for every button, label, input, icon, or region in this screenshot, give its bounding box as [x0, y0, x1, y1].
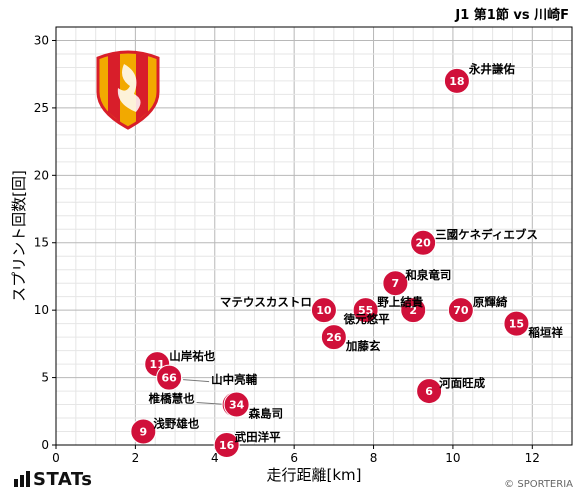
point-label: 和泉竜司 [405, 268, 451, 282]
data-point: 18 [443, 67, 470, 94]
point-number: 16 [219, 439, 235, 452]
point-label: 加藤玄 [345, 339, 381, 353]
y-tick-label: 20 [34, 168, 49, 182]
club-crest-icon [96, 50, 160, 130]
data-point: 6 [416, 378, 443, 405]
point-number: 2 [409, 304, 417, 317]
x-tick-label: 2 [132, 451, 140, 465]
data-point: 9 [130, 418, 157, 445]
point-number: 34 [229, 399, 245, 412]
data-point: 20 [410, 229, 437, 256]
y-axis-ticks: 0 5 10 15 20 25 30 [34, 33, 56, 452]
stats-logo: STATs [14, 469, 92, 490]
x-axis-ticks: 0 2 4 6 8 10 12 [52, 445, 540, 465]
point-marker [416, 378, 443, 405]
y-tick-label: 30 [34, 33, 49, 47]
data-point: 26 [320, 324, 347, 351]
data-point: 70 [447, 297, 474, 324]
point-number: 10 [316, 304, 332, 317]
point-marker [352, 297, 379, 324]
data-point: 16 [213, 432, 240, 458]
point-number: 7 [392, 277, 400, 290]
point-number: 6 [425, 385, 433, 398]
y-tick-label: 0 [41, 438, 49, 452]
label-leader-lines [183, 379, 227, 406]
data-point: 66 [156, 364, 183, 391]
data-points: 182071055270152611666334916 [130, 67, 530, 458]
point-number: 18 [449, 75, 464, 88]
point-marker [130, 418, 157, 445]
point-marker [310, 297, 337, 324]
point-label: 森島司 [249, 407, 284, 421]
point-label: 野上結貴 [377, 295, 423, 309]
y-tick-label: 15 [34, 236, 49, 250]
point-number: 26 [326, 331, 342, 344]
point-label: 山中亮輔 [211, 373, 257, 387]
point-label: 原輝綺 [473, 295, 508, 309]
y-tick-label: 10 [34, 303, 49, 317]
x-tick-label: 6 [290, 451, 298, 465]
plot-frame [55, 26, 573, 446]
point-marker [443, 67, 470, 94]
point-number: 20 [415, 237, 431, 250]
point-marker [410, 229, 437, 256]
x-tick-label: 10 [445, 451, 460, 465]
y-tick-label: 5 [41, 371, 49, 385]
copyright-credit: © SPORTERIA [504, 479, 573, 490]
stats-logo-text: STATs [33, 469, 93, 490]
point-number: 66 [161, 372, 177, 385]
x-tick-label: 0 [52, 451, 60, 465]
data-point: 34 [223, 391, 250, 418]
point-label: 三國ケネディエブス [435, 228, 538, 242]
point-marker [320, 324, 347, 351]
point-label: 稲垣祥 [528, 326, 563, 340]
x-tick-label: 4 [211, 451, 219, 465]
point-number: 55 [358, 304, 373, 317]
x-tick-label: 12 [525, 451, 540, 465]
point-label: 河面旺成 [439, 376, 485, 390]
leader-line [183, 379, 210, 383]
x-axis-label: 走行距離[km] [266, 466, 361, 484]
point-marker [213, 432, 240, 458]
point-marker [382, 270, 409, 297]
point-label: 浅野雄也 [153, 417, 199, 431]
point-marker [223, 391, 250, 418]
data-point: 10 [310, 297, 337, 324]
point-label: 山岸祐也 [169, 349, 215, 363]
data-point: 55 [352, 297, 379, 324]
data-point: 7 [382, 270, 409, 297]
point-label: マテウスカストロ [220, 295, 312, 309]
point-label: 武田洋平 [235, 430, 281, 444]
bar-chart-icon [14, 471, 30, 487]
point-number: 70 [453, 304, 469, 317]
x-tick-label: 8 [370, 451, 378, 465]
point-label: 椎橋慧也 [148, 392, 195, 406]
point-marker [156, 364, 183, 391]
point-marker [400, 297, 427, 324]
point-label: 徳元悠平 [343, 312, 390, 326]
point-marker [503, 310, 530, 337]
leader-line [196, 402, 227, 406]
data-point: 15 [503, 310, 530, 337]
point-label: 永井謙佑 [468, 62, 515, 76]
y-tick-label: 25 [34, 101, 49, 115]
y-axis-label: スプリント回数[回] [10, 170, 28, 302]
point-marker [447, 297, 474, 324]
match-title: J1 第1節 vs 川崎F [455, 8, 569, 23]
point-number: 15 [509, 318, 524, 331]
data-point: 2 [400, 297, 427, 324]
point-number: 9 [139, 426, 147, 439]
